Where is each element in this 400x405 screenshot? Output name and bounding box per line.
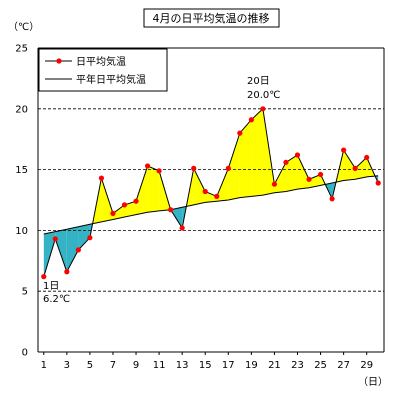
chart-title: 4月の日平均気温の推移 <box>153 11 270 25</box>
fill-above-normal <box>136 166 148 215</box>
data-point-day-7 <box>110 210 116 216</box>
x-tick-label-23: 23 <box>291 360 304 371</box>
data-point-day-9 <box>133 198 139 204</box>
x-tick-label-3: 3 <box>64 360 70 371</box>
annotation-max-day: 20日 <box>247 76 270 87</box>
fill-above-normal <box>309 174 321 188</box>
title-box <box>143 8 280 28</box>
axes <box>37 47 385 353</box>
data-point-day-22 <box>283 159 289 165</box>
x-tick-label-25: 25 <box>314 360 327 371</box>
data-point-day-10 <box>144 163 151 169</box>
fill-below-normal <box>55 229 67 272</box>
legend-normal-label: 平年日平均気温 <box>76 73 146 86</box>
data-point-day-3 <box>64 269 70 275</box>
fill-above-normal <box>251 108 263 197</box>
y-tick-label-25: 25 <box>15 44 28 55</box>
data-point-day-21 <box>271 181 278 187</box>
data-point-day-14 <box>191 165 197 171</box>
x-tick-label-9: 9 <box>133 360 139 371</box>
series-line-daily <box>43 107 379 277</box>
y-tick-label-10: 10 <box>15 226 28 237</box>
x-tick-label-19: 19 <box>245 360 258 371</box>
legend-box <box>38 48 168 92</box>
x-tick-label-13: 13 <box>176 360 189 371</box>
fill-above-normal <box>297 155 309 190</box>
x-tick-label-5: 5 <box>87 360 93 371</box>
series-line-normal <box>43 175 379 235</box>
annotation-min-day: 1日 <box>43 281 59 292</box>
data-point-day-2 <box>52 236 58 242</box>
data-point-day-13 <box>179 225 185 231</box>
annotation-min-value: 6.2℃ <box>43 294 70 305</box>
annotation-max-value: 20.0℃ <box>247 90 281 101</box>
y-axis-label: （℃） <box>8 21 39 33</box>
fill-above-normal <box>286 155 298 192</box>
fill-above-normal <box>274 162 286 193</box>
legend: 日平均気温 平年日平均気温 <box>38 48 168 92</box>
fill-above-normal <box>343 150 356 181</box>
fill-below-normal <box>78 224 90 250</box>
data-point-day-20 <box>260 106 266 112</box>
data-point-day-28 <box>352 165 358 171</box>
data-point-day-25 <box>317 171 324 178</box>
fill-above-normal <box>113 204 125 220</box>
y-tick-label-20: 20 <box>15 104 28 115</box>
data-point-day-19 <box>248 117 254 123</box>
x-tick-label-7: 7 <box>110 360 116 371</box>
fill-above-normal <box>205 191 217 203</box>
fill-above-normal <box>228 133 240 200</box>
data-point-day-23 <box>294 152 301 158</box>
fill-above-normal <box>193 168 206 205</box>
legend-daily-label: 日平均気温 <box>76 55 126 68</box>
grid-lines <box>38 108 384 292</box>
x-tick-label-1: 1 <box>41 360 47 371</box>
fill-below-normal <box>43 231 56 277</box>
data-point-day-27 <box>341 147 347 153</box>
x-tick-label-21: 21 <box>268 360 281 371</box>
fill-above-normal <box>147 166 160 213</box>
data-point-day-17 <box>225 165 231 171</box>
fill-above-normal <box>124 201 136 217</box>
data-point-day-15 <box>202 188 208 195</box>
fill-areas <box>43 108 379 277</box>
data-point-day-26 <box>329 196 335 202</box>
y-tick-label-5: 5 <box>22 287 28 298</box>
fill-above-normal <box>239 119 252 198</box>
x-tick-label-29: 29 <box>360 360 373 371</box>
y-tick-label-0: 0 <box>22 348 28 359</box>
y-tick-label-15: 15 <box>15 165 28 176</box>
data-point-day-4 <box>75 247 81 253</box>
fill-below-normal <box>66 226 79 272</box>
data-point-day-29 <box>364 154 370 161</box>
data-point-day-24 <box>306 176 312 182</box>
data-point-day-11 <box>156 168 162 174</box>
data-point-day-5 <box>87 235 93 241</box>
x-tick-label-27: 27 <box>337 360 350 371</box>
data-point-day-8 <box>121 202 128 208</box>
x-axis-label: （日） <box>358 376 388 388</box>
data-point-day-6 <box>98 175 105 181</box>
x-tick-label-11: 11 <box>153 360 166 371</box>
legend-daily-marker <box>56 58 62 64</box>
x-tick-label-15: 15 <box>199 360 212 371</box>
fill-above-normal <box>355 157 367 180</box>
data-point-day-18 <box>237 130 243 136</box>
data-point-day-16 <box>214 193 220 199</box>
x-tick-label-17: 17 <box>222 360 235 371</box>
series-lines <box>43 107 379 277</box>
data-point-day-30 <box>375 180 381 186</box>
fill-above-normal <box>101 178 113 222</box>
data-points <box>41 106 381 280</box>
data-point-day-1 <box>41 274 47 280</box>
data-point-day-12 <box>168 207 174 213</box>
